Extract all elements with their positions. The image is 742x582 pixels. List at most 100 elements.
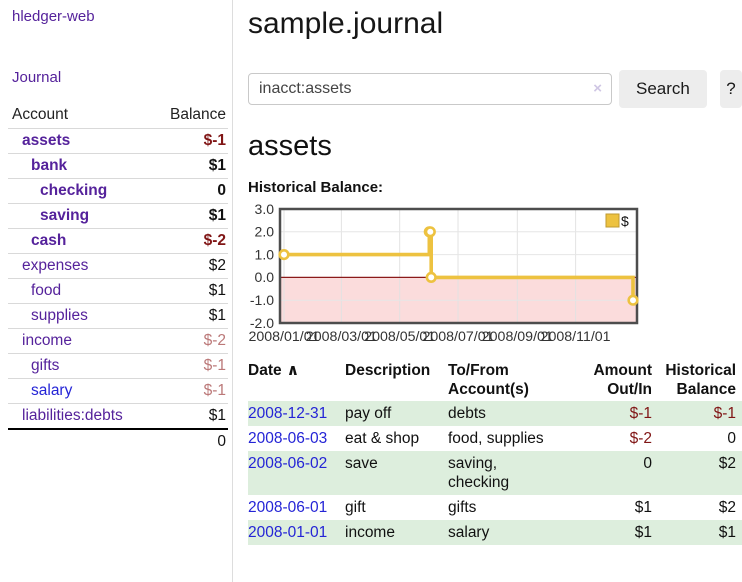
legend-swatch xyxy=(605,213,620,228)
account-link-expenses[interactable]: expenses xyxy=(22,257,89,274)
transaction-amount: 0 xyxy=(643,455,652,472)
account-row: gifts $-1 xyxy=(8,353,228,379)
transaction-date-cell: 2008-06-03 xyxy=(248,426,345,451)
transaction-description: income xyxy=(345,524,395,541)
transaction-amount: $1 xyxy=(634,499,652,516)
account-row: liabilities:debts $1 xyxy=(8,403,228,429)
account-balance: $1 xyxy=(151,403,228,429)
sort-ascending-icon: ∧ xyxy=(286,362,300,379)
account-name-cell: gifts xyxy=(8,353,152,379)
account-link-bank[interactable]: bank xyxy=(31,157,68,174)
svg-text:2008/11/01: 2008/11/01 xyxy=(541,329,611,345)
account-link-salary[interactable]: salary xyxy=(31,382,73,399)
account-balance: $-1 xyxy=(151,128,228,154)
account-name-cell: food xyxy=(8,278,152,304)
transaction-amount: $1 xyxy=(634,524,652,541)
historical-balance-chart: $3.0 2.0 1.0 0.0 -1.0 -2.0 2008/01/01 2008/03/0… xyxy=(248,201,642,351)
account-balance: $2 xyxy=(151,253,228,279)
account-link-cash[interactable]: cash xyxy=(31,232,67,249)
transaction-accounts: gifts xyxy=(448,499,477,516)
account-row: bank $1 xyxy=(8,153,228,179)
help-button[interactable]: ? xyxy=(719,70,742,108)
search-box: × xyxy=(248,73,612,105)
register-table: Date ∧ Description To/From Account(s) Amo… xyxy=(248,359,742,545)
account-row: assets $-1 xyxy=(8,128,228,154)
transaction-description: save xyxy=(345,455,378,472)
account-row: salary $-1 xyxy=(8,378,228,404)
account-link-assets[interactable]: assets xyxy=(22,132,71,149)
sidebar-item-journal[interactable]: Journal xyxy=(12,69,62,86)
account-balance: $-2 xyxy=(151,328,228,354)
page-title: sample.journal xyxy=(248,7,444,40)
register-header-description: Description xyxy=(345,362,431,379)
transaction-amount: $-1 xyxy=(629,405,652,422)
account-row: income $-2 xyxy=(8,328,228,354)
search-input[interactable] xyxy=(248,73,612,105)
svg-text:2008/03/01: 2008/03/01 xyxy=(306,329,377,345)
transaction-row: 2008-06-03 eat & shop food, supplies $-2 0 xyxy=(248,426,742,451)
account-name-cell: salary xyxy=(8,378,152,404)
register-header-balance: Historical Balance xyxy=(665,362,736,398)
account-heading: assets xyxy=(248,130,332,162)
transaction-row: 2008-06-02 save saving, checking 0 $2 xyxy=(248,451,742,495)
account-link-gifts[interactable]: gifts xyxy=(31,357,60,374)
account-link-income[interactable]: income xyxy=(22,332,72,349)
transaction-description: pay off xyxy=(345,405,392,422)
accounts-header-row: Account Balance xyxy=(8,103,228,129)
svg-text:2008/09/01: 2008/09/01 xyxy=(482,329,553,345)
account-link-food[interactable]: food xyxy=(31,282,62,299)
account-row: supplies $1 xyxy=(8,303,228,329)
account-link-supplies[interactable]: supplies xyxy=(31,307,88,324)
transaction-balance: $-1 xyxy=(713,405,736,422)
transaction-balance: $1 xyxy=(718,524,736,541)
transaction-date-link[interactable]: 2008-06-01 xyxy=(248,499,328,516)
svg-text:2.0: 2.0 xyxy=(255,224,275,240)
account-balance: $-2 xyxy=(151,228,228,254)
register-header-row: Date ∧ Description To/From Account(s) Amo… xyxy=(248,359,742,401)
clear-search-icon[interactable]: × xyxy=(593,80,602,97)
search-bar: × Search ? xyxy=(248,70,742,108)
svg-text:3.0: 3.0 xyxy=(255,201,275,217)
account-row: food $1 xyxy=(8,278,228,304)
transaction-date-link[interactable]: 2008-01-01 xyxy=(248,524,328,541)
svg-text:2008/01/01: 2008/01/01 xyxy=(248,329,319,345)
account-link-liabilities-debts[interactable]: liabilities:debts xyxy=(22,407,123,424)
account-name-cell: cash xyxy=(8,228,152,254)
register-header-date[interactable]: Date ∧ xyxy=(248,362,300,379)
account-row: checking 0 xyxy=(8,178,228,204)
account-row: cash $-2 xyxy=(8,228,228,254)
chart-title: Historical Balance: xyxy=(248,179,384,196)
account-balance: $1 xyxy=(151,303,228,329)
transaction-balance: $2 xyxy=(718,455,736,472)
sidebar: hledger-web Journal Account Balance asse… xyxy=(0,0,233,582)
transaction-date-link[interactable]: 2008-06-03 xyxy=(248,430,328,447)
transaction-row: 2008-06-01 gift gifts $1 $2 xyxy=(248,495,742,520)
svg-text:2008/07/01: 2008/07/01 xyxy=(422,329,493,345)
transaction-date-link[interactable]: 2008-12-31 xyxy=(248,405,328,422)
transaction-accounts: food, supplies xyxy=(448,430,544,447)
account-name-cell: income xyxy=(8,328,152,354)
register-header-amount: Amount Out/In xyxy=(593,362,652,398)
svg-text:$: $ xyxy=(621,213,629,229)
svg-text:2008/05/01: 2008/05/01 xyxy=(364,329,435,345)
transaction-row: 2008-12-31 pay off debts $-1 $-1 xyxy=(248,401,742,426)
transaction-row: 2008-01-01 income salary $1 $1 xyxy=(248,520,742,545)
transaction-description: eat & shop xyxy=(345,430,420,447)
account-link-checking[interactable]: checking xyxy=(40,182,108,199)
account-row: expenses $2 xyxy=(8,253,228,279)
search-button[interactable]: Search xyxy=(619,70,707,108)
account-name-cell: supplies xyxy=(8,303,152,329)
account-link-saving[interactable]: saving xyxy=(40,207,90,224)
svg-text:-2.0: -2.0 xyxy=(250,315,274,331)
account-balance: 0 xyxy=(151,178,228,204)
transaction-accounts: salary xyxy=(448,524,490,541)
transaction-date-link[interactable]: 2008-06-02 xyxy=(248,455,328,472)
accounts-header-account: Account xyxy=(12,106,69,123)
account-name-cell: assets xyxy=(8,128,152,154)
transaction-date-cell: 2008-06-02 xyxy=(248,451,345,495)
accounts-total-spacer xyxy=(8,428,152,454)
app-brand-link[interactable]: hledger-web xyxy=(12,8,95,25)
account-balance: $-1 xyxy=(151,378,228,404)
account-balance: $1 xyxy=(151,203,228,229)
transaction-balance: 0 xyxy=(727,430,736,447)
